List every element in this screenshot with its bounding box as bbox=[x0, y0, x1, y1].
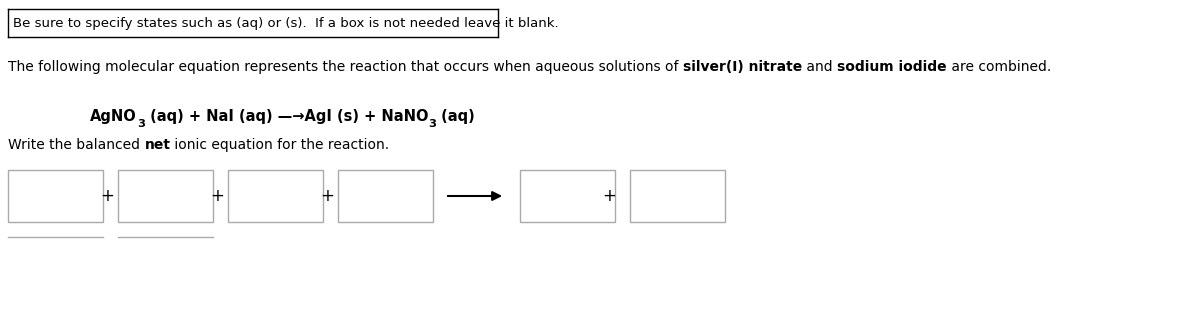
Text: +: + bbox=[320, 187, 334, 205]
Text: 3: 3 bbox=[428, 119, 436, 129]
Text: sodium iodide: sodium iodide bbox=[837, 60, 946, 74]
Text: AgNO: AgNO bbox=[90, 109, 136, 124]
Text: ionic equation for the reaction.: ionic equation for the reaction. bbox=[171, 138, 389, 152]
Text: are combined.: are combined. bbox=[946, 60, 1051, 74]
Text: Be sure to specify states such as (aq) or (s).  If a box is not needed leave it : Be sure to specify states such as (aq) o… bbox=[13, 17, 559, 30]
Bar bbox=[338, 170, 433, 222]
Bar bbox=[630, 170, 725, 222]
Bar bbox=[8, 170, 103, 222]
Text: (aq): (aq) bbox=[436, 109, 476, 124]
Bar bbox=[117, 170, 213, 222]
Text: +: + bbox=[602, 187, 616, 205]
Text: and: and bbox=[802, 60, 837, 74]
Bar bbox=[519, 170, 616, 222]
Text: (aq) + NaI (aq) —→AgI (s) + NaNO: (aq) + NaI (aq) —→AgI (s) + NaNO bbox=[145, 109, 428, 124]
Text: silver(I) nitrate: silver(I) nitrate bbox=[683, 60, 802, 74]
Text: net: net bbox=[145, 138, 171, 152]
Bar bbox=[228, 170, 323, 222]
Text: +: + bbox=[100, 187, 114, 205]
Text: +: + bbox=[210, 187, 224, 205]
Text: 3: 3 bbox=[136, 119, 145, 129]
Text: The following molecular equation represents the reaction that occurs when aqueou: The following molecular equation represe… bbox=[8, 60, 683, 74]
Text: Write the balanced: Write the balanced bbox=[8, 138, 145, 152]
